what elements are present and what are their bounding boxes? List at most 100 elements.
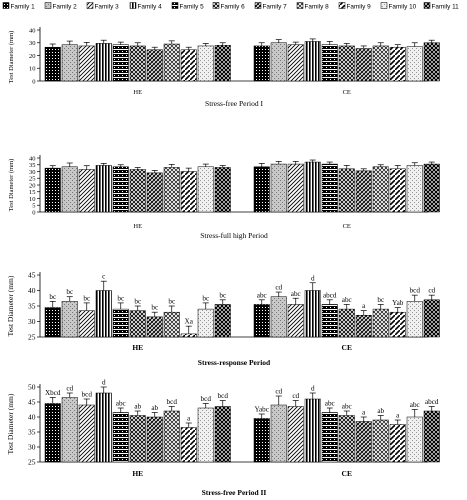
y-tick-label: 35	[28, 301, 36, 310]
bar-ce-family-9	[389, 46, 406, 82]
bar-he-family-2	[61, 166, 78, 213]
significance-label: cd	[275, 284, 282, 292]
y-tick-label: 30	[28, 442, 36, 451]
bar-ce-family-9	[389, 168, 406, 213]
bar-he-family-8	[163, 43, 180, 82]
significance-label: bcd	[218, 392, 229, 400]
legend-label-6: Family 6	[221, 3, 246, 10]
bar-he-family-1	[44, 307, 61, 338]
significance-label: bcd	[82, 391, 93, 399]
y-tick-label: 30	[29, 169, 36, 176]
bar-ce-family-11	[423, 410, 440, 463]
bar-ce-family-11	[423, 299, 440, 338]
bar-he-family-11	[214, 45, 231, 82]
category-label-ce: CE	[343, 223, 351, 230]
bar-ce-family-5	[321, 412, 338, 463]
bar-ce-family-2	[270, 42, 287, 82]
bar-he-family-7	[146, 416, 163, 463]
category-label-he: HE	[133, 89, 142, 96]
bar-he-family-3	[78, 404, 95, 463]
chart-panel-3: 25 30 35 40 45 Test Diameter (mm) bc bc bc c bc bc b…	[6, 270, 440, 367]
y-axis-label: Test Diameter (mm)	[8, 159, 15, 212]
bar-ce-family-10	[406, 165, 423, 213]
y-axis-label: Test Diameter (mm)	[6, 275, 15, 336]
significance-label: bc	[219, 291, 226, 299]
legend-label-10: Family 10	[389, 3, 417, 10]
legend-label-4: Family 4	[138, 3, 163, 10]
bar-he-family-9	[180, 333, 197, 338]
bar-he-family-3	[78, 169, 95, 213]
y-tick-label: 45	[28, 270, 36, 279]
bar-ce-family-10	[406, 416, 423, 463]
bar-ce-family-3	[287, 406, 304, 463]
bar-he-family-5	[112, 308, 129, 338]
significance-label: ab	[377, 407, 384, 415]
chart-title: Stress-free Period II	[202, 488, 267, 497]
significance-label: cd	[292, 392, 299, 400]
chart-title: Stress-free Period I	[205, 99, 263, 108]
y-tick-label: 35	[29, 162, 36, 169]
y-tick-label: 40	[28, 286, 36, 295]
significance-label: bc	[151, 304, 158, 312]
bar-he-family-6	[129, 169, 146, 213]
bar-ce-family-1	[253, 45, 270, 82]
significance-label: a	[187, 415, 191, 423]
bar-ce-family-2	[270, 404, 287, 463]
significance-label: abc	[257, 291, 267, 299]
bar-he-family-10	[197, 407, 214, 463]
legend-label-2: Family 2	[53, 3, 78, 10]
bar-ce-family-8	[372, 166, 389, 213]
category-label-he: HE	[133, 223, 142, 230]
bar-he-family-10	[197, 166, 214, 213]
bar-ce-family-11	[423, 163, 440, 213]
chart-panel-1: 0 10 20 30 40 Test Diameter (mm) HE CE Stress-fr…	[8, 27, 440, 108]
legend-label-3: Family 3	[95, 3, 120, 10]
bar-ce-family-5	[321, 44, 338, 82]
y-tick-label: 5	[32, 203, 35, 210]
y-tick-label: 0	[32, 209, 35, 216]
bar-he-family-1	[44, 403, 61, 463]
bar-ce-family-4	[304, 290, 321, 338]
significance-label: bcd	[410, 287, 421, 295]
bar-he-family-5	[112, 44, 129, 82]
legend-swatch-3	[86, 2, 94, 9]
bar-he-family-8	[163, 167, 180, 213]
chart-title: Stress-response Period	[198, 358, 271, 367]
bar-ce-family-8	[372, 419, 389, 463]
y-tick-label: 25	[29, 176, 36, 183]
bar-he-family-1	[44, 167, 61, 213]
significance-label: bcd	[167, 398, 178, 406]
significance-label: cd	[66, 385, 73, 393]
bar-ce-family-4	[304, 398, 321, 463]
bar-ce-family-8	[372, 45, 389, 82]
bar-he-family-11	[214, 167, 231, 213]
bar-ce-family-3	[287, 304, 304, 338]
legend-swatch-9	[338, 2, 346, 9]
bar-ce-family-6	[338, 45, 355, 82]
significance-label: bc	[377, 296, 384, 304]
significance-label: ab	[151, 404, 158, 412]
bar-ce-family-7	[355, 170, 372, 213]
bar-he-family-5	[112, 166, 129, 213]
significance-label: bc	[49, 293, 56, 301]
bar-he-family-6	[129, 45, 146, 82]
significance-label: a	[362, 302, 366, 310]
significance-label: bcd	[201, 395, 212, 403]
bar-he-family-1	[44, 46, 61, 82]
bar-he-family-3	[78, 45, 95, 82]
significance-label: abcd	[323, 291, 337, 299]
bar-he-family-7	[146, 172, 163, 213]
bar-ce-family-5	[321, 304, 338, 338]
bar-ce-family-5	[321, 163, 338, 213]
significance-label: ab	[134, 403, 141, 411]
bar-he-family-6	[129, 415, 146, 463]
y-tick-label: 50	[28, 382, 36, 391]
significance-label: abc	[410, 401, 420, 409]
bar-ce-family-1	[253, 304, 270, 338]
legend-swatch-1	[2, 2, 10, 9]
category-label-he: HE	[132, 343, 143, 352]
bar-he-family-9	[180, 171, 197, 213]
y-tick-label: 25	[28, 332, 36, 341]
